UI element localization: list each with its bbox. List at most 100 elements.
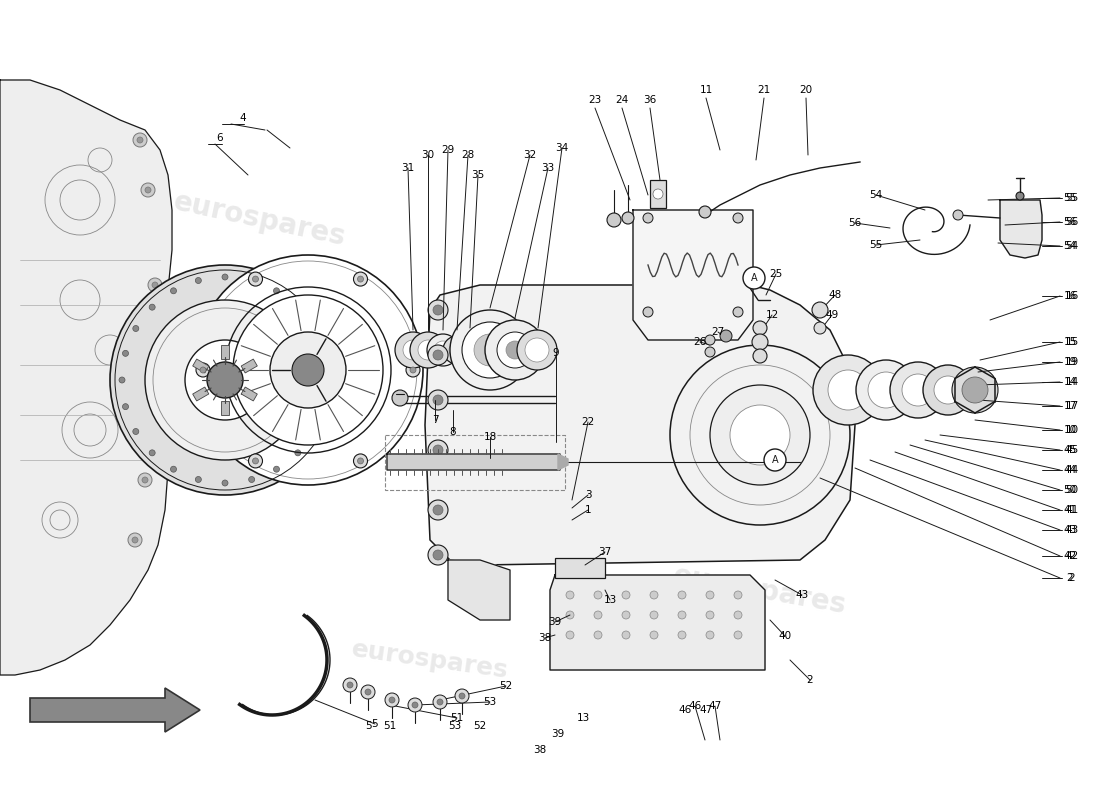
Circle shape xyxy=(433,350,443,360)
Circle shape xyxy=(450,310,530,390)
Text: 37: 37 xyxy=(598,547,612,557)
Circle shape xyxy=(353,272,367,286)
Circle shape xyxy=(650,631,658,639)
Circle shape xyxy=(566,631,574,639)
Circle shape xyxy=(812,302,828,318)
Circle shape xyxy=(233,295,383,445)
Polygon shape xyxy=(30,688,200,732)
Polygon shape xyxy=(550,575,764,670)
Text: 51: 51 xyxy=(450,713,463,723)
Text: 6: 6 xyxy=(217,133,223,143)
Circle shape xyxy=(141,183,155,197)
Circle shape xyxy=(343,678,358,692)
Circle shape xyxy=(200,367,206,373)
Text: 48: 48 xyxy=(828,290,842,300)
FancyBboxPatch shape xyxy=(650,180,666,208)
Circle shape xyxy=(253,276,258,282)
Circle shape xyxy=(192,255,424,485)
Circle shape xyxy=(152,282,158,288)
Text: 23: 23 xyxy=(588,95,602,105)
Text: 36: 36 xyxy=(644,95,657,105)
Circle shape xyxy=(119,377,125,383)
Text: 42: 42 xyxy=(1066,551,1079,561)
Circle shape xyxy=(311,429,317,434)
Polygon shape xyxy=(241,387,257,401)
Circle shape xyxy=(428,500,448,520)
Polygon shape xyxy=(192,359,209,373)
Text: 50: 50 xyxy=(1064,485,1077,495)
Circle shape xyxy=(952,367,998,413)
Text: 21: 21 xyxy=(758,85,771,95)
Circle shape xyxy=(428,545,448,565)
Text: 7: 7 xyxy=(431,415,438,425)
Circle shape xyxy=(142,477,148,483)
Text: 19: 19 xyxy=(1066,357,1079,367)
Circle shape xyxy=(128,533,142,547)
Text: 10: 10 xyxy=(1066,425,1079,435)
Circle shape xyxy=(295,450,300,456)
Circle shape xyxy=(752,334,768,350)
Circle shape xyxy=(813,355,883,425)
Text: 44: 44 xyxy=(1066,465,1079,475)
Circle shape xyxy=(462,322,518,378)
Circle shape xyxy=(734,611,742,619)
Circle shape xyxy=(346,682,353,688)
Circle shape xyxy=(145,187,151,193)
Text: 35: 35 xyxy=(472,170,485,180)
Circle shape xyxy=(434,341,452,359)
Circle shape xyxy=(274,466,279,472)
Text: 16: 16 xyxy=(1064,291,1077,301)
Text: 9: 9 xyxy=(552,348,559,358)
Circle shape xyxy=(428,440,448,460)
Circle shape xyxy=(170,466,176,472)
Circle shape xyxy=(395,332,431,368)
Polygon shape xyxy=(387,454,562,470)
Text: 47: 47 xyxy=(700,705,713,715)
Circle shape xyxy=(678,631,686,639)
Circle shape xyxy=(1016,192,1024,200)
Text: 44: 44 xyxy=(1064,465,1077,475)
Text: 39: 39 xyxy=(551,729,564,739)
Text: 17: 17 xyxy=(1064,401,1077,411)
Circle shape xyxy=(150,450,155,456)
Text: 3: 3 xyxy=(585,490,592,500)
Circle shape xyxy=(358,458,363,464)
Circle shape xyxy=(222,274,228,280)
Circle shape xyxy=(705,347,715,357)
Text: 45: 45 xyxy=(1066,445,1079,455)
Circle shape xyxy=(185,340,265,420)
Circle shape xyxy=(170,288,176,294)
Circle shape xyxy=(650,591,658,599)
Text: 14: 14 xyxy=(1064,377,1077,387)
Text: 25: 25 xyxy=(769,269,782,279)
Circle shape xyxy=(443,336,471,364)
Text: 20: 20 xyxy=(800,85,813,95)
Text: 38: 38 xyxy=(538,633,551,643)
Circle shape xyxy=(389,697,395,703)
Circle shape xyxy=(566,591,574,599)
Circle shape xyxy=(449,342,465,358)
Text: 4: 4 xyxy=(240,113,246,123)
Circle shape xyxy=(455,689,469,703)
Polygon shape xyxy=(221,401,229,415)
Circle shape xyxy=(408,698,422,712)
Circle shape xyxy=(485,320,544,380)
Circle shape xyxy=(734,591,742,599)
Circle shape xyxy=(412,702,418,708)
Text: 43: 43 xyxy=(795,590,808,600)
Circle shape xyxy=(720,330,732,342)
Circle shape xyxy=(433,305,443,315)
Text: 50: 50 xyxy=(1066,485,1079,495)
Text: 43: 43 xyxy=(1064,525,1077,535)
Polygon shape xyxy=(241,359,257,373)
Circle shape xyxy=(653,189,663,199)
Polygon shape xyxy=(0,80,172,675)
Circle shape xyxy=(828,370,868,410)
Circle shape xyxy=(249,278,255,283)
Circle shape xyxy=(358,276,363,282)
Text: 29: 29 xyxy=(441,145,454,155)
Circle shape xyxy=(517,330,557,370)
Circle shape xyxy=(295,304,300,310)
Circle shape xyxy=(222,480,228,486)
Circle shape xyxy=(406,363,420,377)
